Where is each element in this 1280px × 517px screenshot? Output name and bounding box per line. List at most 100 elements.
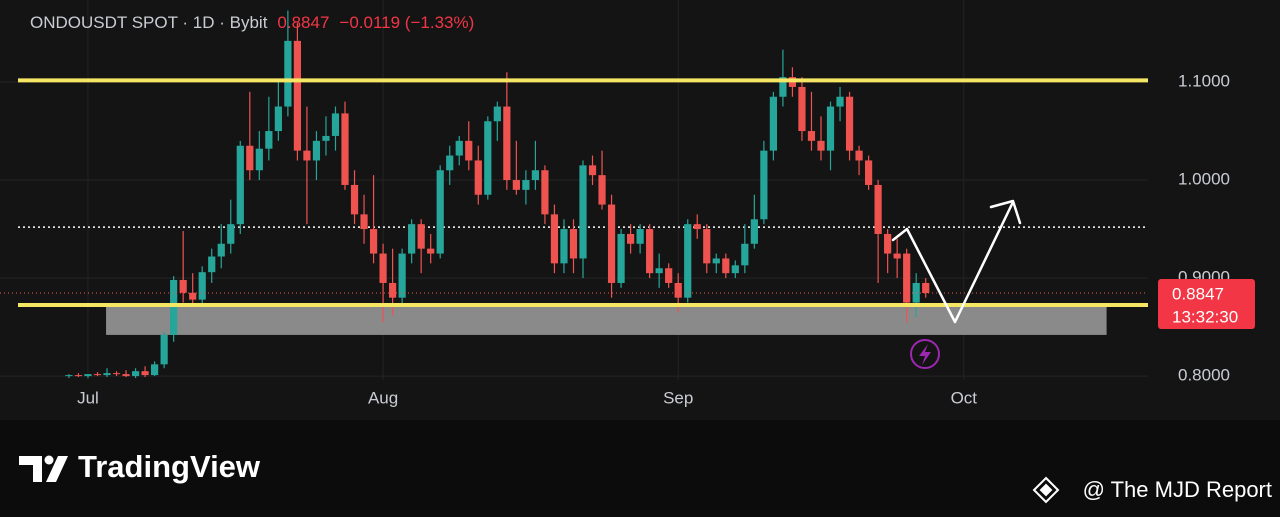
candle-body — [655, 268, 663, 274]
price-badge-value: 0.8847 — [1172, 285, 1224, 304]
candle-body — [408, 224, 416, 254]
candle-body — [170, 280, 178, 335]
candle-body — [922, 282, 930, 294]
candle-body — [84, 374, 92, 377]
last-price: 0.8847 — [277, 13, 330, 32]
candle-body — [617, 233, 625, 283]
tv-logo — [19, 455, 68, 482]
candle-body — [322, 135, 330, 141]
alert-icon[interactable] — [910, 339, 940, 369]
candle-body — [560, 229, 568, 264]
candle-body — [350, 184, 359, 215]
candle-body — [712, 258, 720, 264]
candle-body — [179, 280, 187, 293]
candle-body — [427, 248, 435, 254]
candle-body — [779, 77, 787, 97]
x-tick-label: Oct — [951, 388, 978, 407]
candle-body — [646, 229, 654, 274]
candle-body — [208, 256, 216, 273]
candle-body — [331, 113, 340, 136]
candle-body — [607, 204, 616, 283]
candle-body — [731, 265, 739, 274]
candle-body — [579, 165, 587, 259]
candle-body — [379, 253, 387, 283]
candle-body — [227, 224, 235, 244]
price-badge — [1158, 279, 1255, 330]
candle-body — [884, 233, 892, 254]
candle-body — [360, 214, 368, 230]
arrow-head — [989, 199, 1022, 225]
candle-body — [845, 96, 854, 151]
candle-body — [265, 131, 273, 149]
diamond-inner — [1039, 483, 1053, 497]
candle-body — [522, 180, 530, 190]
alert-circle — [910, 339, 940, 369]
candle-body — [246, 145, 254, 171]
candle-body — [455, 140, 463, 156]
candle-body — [446, 155, 454, 171]
candle-body — [636, 229, 644, 244]
candle-body — [151, 364, 159, 376]
candle-body — [103, 373, 111, 376]
arrow-path — [891, 200, 1015, 324]
candle-body — [293, 40, 302, 151]
candle-body — [512, 180, 520, 190]
candle-body — [398, 253, 406, 298]
chart-panel — [0, 0, 1280, 420]
support-zone — [106, 305, 1107, 335]
candle-body — [588, 165, 597, 176]
brand: TradingView — [78, 449, 261, 484]
x-tick-label: Sep — [663, 388, 693, 407]
candle-body — [236, 145, 244, 225]
candle-body — [341, 113, 349, 185]
candle-body — [750, 219, 758, 244]
candle-body — [864, 160, 873, 185]
candle-body — [255, 148, 263, 171]
price-change: −0.0119 (−1.33%) — [339, 13, 475, 32]
logo-part — [44, 455, 54, 465]
candle-body — [674, 282, 682, 298]
candle-body — [903, 253, 911, 303]
candle-body — [826, 106, 835, 151]
candle-body — [189, 292, 197, 300]
candle-body — [874, 184, 882, 234]
candle-body — [703, 229, 711, 264]
x-tick-label: Jul — [77, 388, 99, 407]
candle-body — [503, 106, 511, 181]
candle-body — [493, 106, 501, 122]
candle-body — [684, 224, 692, 298]
logo-part — [46, 456, 68, 482]
candle-body — [769, 96, 777, 151]
y-tick-label: 1.1000 — [1178, 72, 1230, 91]
candle-body — [160, 334, 168, 365]
candle-body — [598, 175, 606, 205]
candle-body — [807, 131, 816, 141]
candle-body — [74, 375, 83, 377]
candle-body — [836, 96, 844, 107]
arrow-annotation — [891, 199, 1022, 324]
candle-body — [531, 170, 540, 181]
candle-body — [303, 150, 311, 161]
candle-body — [760, 150, 768, 220]
candle-body — [312, 140, 321, 161]
candle-body — [131, 371, 140, 377]
candles — [65, 10, 930, 379]
candle-body — [665, 268, 673, 283]
alert-bolt — [919, 344, 931, 365]
candle-body — [93, 374, 102, 376]
diamond — [1032, 476, 1060, 504]
symbol-title: ONDOUSDT SPOT · 1D · Bybit — [30, 13, 268, 32]
candle-body — [893, 253, 901, 259]
candle-body — [389, 282, 397, 298]
candle-body — [722, 258, 730, 274]
candle-body — [550, 214, 559, 264]
y-tick-label: 1.0000 — [1178, 170, 1230, 189]
candle-body — [569, 229, 578, 259]
credit: @ The MJD Report — [1083, 477, 1272, 502]
candle-body — [798, 86, 806, 132]
candle-body — [465, 140, 473, 161]
candle-body — [484, 121, 492, 195]
